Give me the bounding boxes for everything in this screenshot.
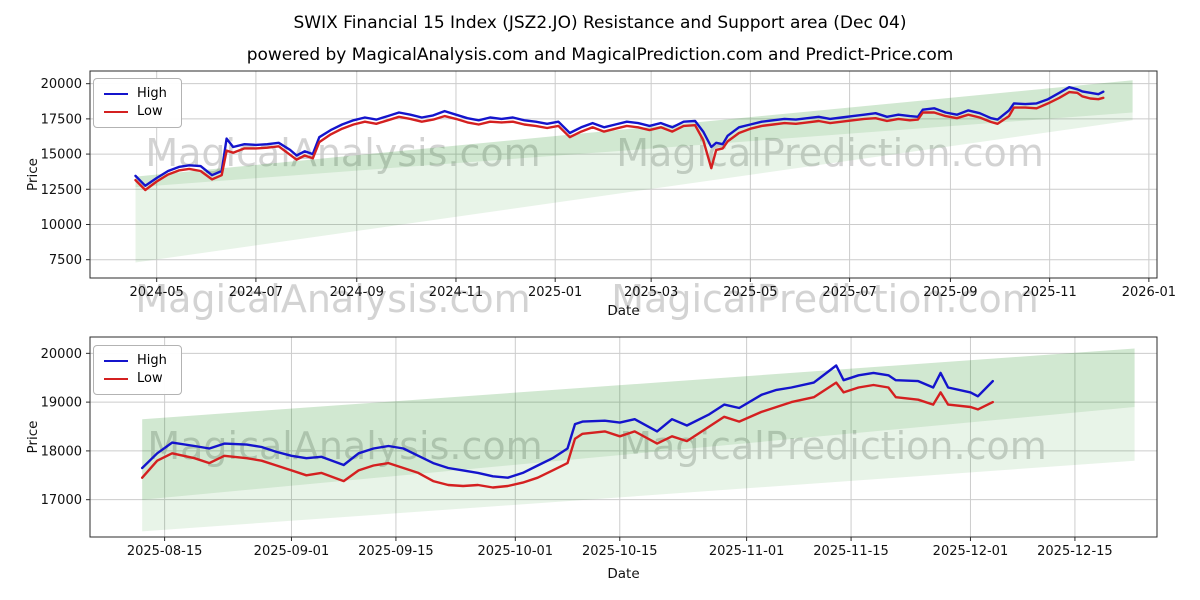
support-area (142, 407, 1135, 532)
x-tick-label: 2025-03 (624, 285, 678, 300)
y-tick-label: 18000 (41, 444, 82, 459)
legend-item-high: High (104, 85, 167, 103)
x-axis-label: Date (607, 303, 639, 319)
x-tick-label: 2024-07 (229, 285, 283, 300)
y-tick-label: 20000 (41, 77, 82, 92)
chart-subtitle: powered by MagicalAnalysis.com and Magic… (246, 45, 954, 65)
x-tick-label: 2025-11-15 (813, 544, 889, 559)
high-line-swatch (104, 93, 128, 95)
legend: High Low (93, 345, 182, 395)
x-tick-label: 2025-11-01 (709, 544, 785, 559)
low-line (134, 90, 1105, 192)
legend-item-low: Low (104, 370, 167, 388)
legend-label: High (137, 353, 167, 368)
x-tick-label: 2026-01 (1122, 285, 1176, 300)
high-line (140, 364, 994, 479)
y-tick-label: 10000 (41, 218, 82, 233)
legend-item-high: High (104, 352, 167, 370)
resistance-area (135, 80, 1133, 188)
low-line (140, 381, 994, 489)
y-tick-label: 7500 (49, 253, 82, 268)
low-line-swatch (104, 111, 128, 113)
chart-title: SWIX Financial 15 Index (JSZ2.JO) Resist… (293, 13, 907, 33)
x-tick-label: 2025-05 (723, 285, 777, 300)
x-tick-label: 2025-10-15 (582, 544, 658, 559)
legend-label: Low (137, 104, 163, 119)
x-tick-label: 2024-09 (330, 285, 384, 300)
y-tick-label: 12500 (41, 183, 82, 198)
axes-border (89, 70, 1158, 279)
high-line (134, 85, 1105, 188)
y-axis-label: Price (25, 158, 41, 191)
y-tick-label: 17000 (41, 493, 82, 508)
x-tick-label: 2025-08-15 (127, 544, 203, 559)
x-tick-label: 2025-11 (1022, 285, 1076, 300)
legend-label: Low (137, 371, 163, 386)
x-axis-label: Date (607, 566, 639, 582)
x-tick-label: 2024-11 (429, 285, 483, 300)
legend-item-low: Low (104, 103, 167, 121)
x-tick-label: 2025-09 (923, 285, 977, 300)
legend: High Low (93, 78, 182, 128)
x-tick-label: 2025-07 (822, 285, 876, 300)
high-line-swatch (104, 360, 128, 362)
x-tick-label: 2025-12-15 (1037, 544, 1113, 559)
y-tick-label: 17500 (41, 112, 82, 127)
support-area (135, 112, 1133, 263)
low-line-swatch (104, 378, 128, 380)
y-tick-label: 20000 (41, 347, 82, 362)
y-tick-label: 19000 (41, 396, 82, 411)
axes-border (89, 336, 1158, 538)
y-tick-label: 15000 (41, 148, 82, 163)
x-tick-label: 2024-05 (130, 285, 184, 300)
legend-label: High (137, 86, 167, 101)
x-tick-label: 2025-09-01 (254, 544, 330, 559)
x-tick-label: 2025-10-01 (478, 544, 554, 559)
x-tick-label: 2025-12-01 (933, 544, 1009, 559)
x-tick-label: 2025-01 (528, 285, 582, 300)
x-tick-label: 2025-09-15 (358, 544, 434, 559)
y-axis-label: Price (25, 421, 41, 454)
